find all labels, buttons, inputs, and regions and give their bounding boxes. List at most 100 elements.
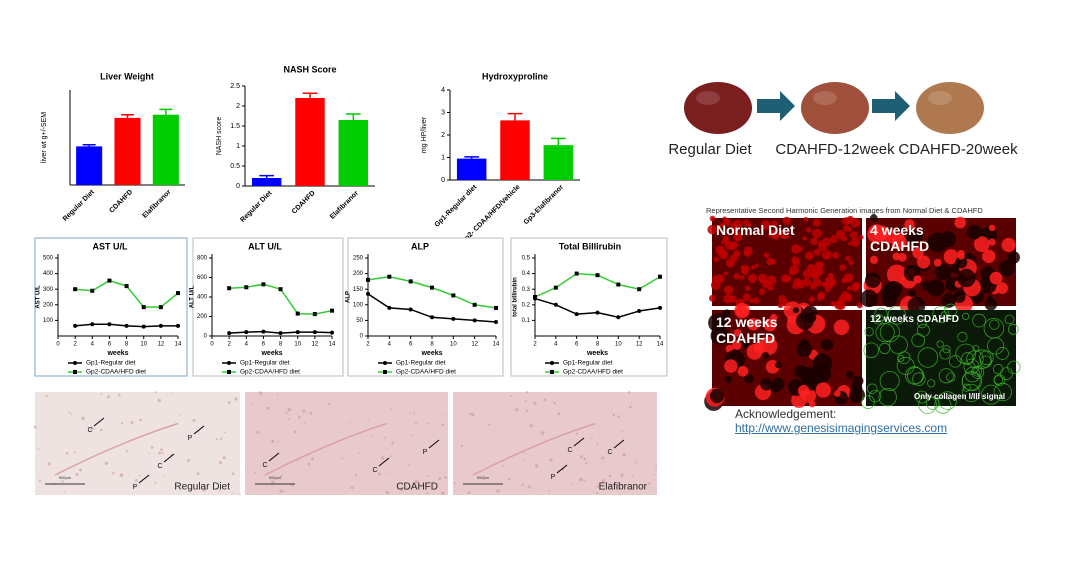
histology-texture <box>579 478 581 481</box>
histology-texture <box>630 402 633 404</box>
x-tick-label: 0 <box>56 342 60 348</box>
error-bar <box>345 113 361 120</box>
shg-texture <box>866 383 878 395</box>
histology-texture <box>634 461 637 464</box>
shg-texture <box>848 260 854 266</box>
x-tick-label: 12 <box>312 342 319 348</box>
x-tick-label: Elafibranor <box>141 189 172 220</box>
x-tick-label: 14 <box>329 342 336 348</box>
point <box>366 291 370 296</box>
shg-texture <box>723 294 733 304</box>
shg-texture <box>1007 324 1019 335</box>
chart-title: AST U/L <box>93 241 129 251</box>
shg-texture <box>707 224 717 235</box>
y-axis-label: total billirubin <box>513 277 519 317</box>
histology-texture <box>467 491 471 495</box>
histology-texture <box>368 420 370 422</box>
shg-texture <box>742 269 749 276</box>
histology-texture <box>533 401 537 405</box>
shg-texture <box>936 340 944 348</box>
histology-texture <box>529 424 533 428</box>
histology-texture <box>540 431 545 435</box>
shg-texture <box>741 310 748 317</box>
histology-texture <box>227 401 231 405</box>
histology-texture <box>112 471 115 475</box>
histology-marker: P <box>133 484 138 491</box>
histology-texture <box>125 450 129 453</box>
shg-texture <box>763 252 770 259</box>
shg-texture <box>821 250 832 260</box>
shg-texture <box>897 354 905 363</box>
shg-texture <box>719 222 725 228</box>
point <box>408 307 413 312</box>
histology-texture <box>454 482 456 484</box>
shg-texture <box>1001 237 1016 253</box>
pointer-arrow <box>613 439 625 449</box>
x-tick-label: 6 <box>575 342 579 348</box>
point <box>451 316 456 321</box>
histology-texture <box>371 435 374 437</box>
point <box>295 330 300 335</box>
histology-texture <box>247 470 249 472</box>
shg-texture <box>760 220 771 230</box>
shg-texture <box>771 220 778 227</box>
shg-texture <box>984 298 998 311</box>
shg-texture <box>779 229 790 240</box>
acknowledgement-link[interactable]: http://www.genesisimagingservices.com <box>735 421 948 435</box>
error-bar <box>159 108 173 115</box>
histology-texture <box>414 479 419 484</box>
shg-texture <box>806 227 812 233</box>
shg-texture <box>754 263 759 268</box>
shg-texture <box>917 318 927 329</box>
shg-texture <box>749 298 754 304</box>
shg-texture <box>724 359 738 373</box>
histology-texture <box>470 412 475 417</box>
shg-texture <box>981 384 1001 405</box>
shg-texture <box>972 366 983 377</box>
x-axis-label: weeks <box>586 350 608 357</box>
shg-texture <box>988 224 996 232</box>
point <box>73 287 78 292</box>
shg-texture <box>742 219 750 227</box>
histology-texture <box>171 393 173 395</box>
shg-texture <box>986 295 993 302</box>
point <box>244 285 249 290</box>
y-tick-label: 4 <box>441 87 445 94</box>
histology-texture <box>340 479 343 481</box>
liver-label: Regular Diet <box>668 141 752 158</box>
shg-texture <box>792 307 800 314</box>
histology-texture <box>583 457 587 461</box>
shg-texture <box>995 347 1009 360</box>
shg-texture <box>938 368 954 384</box>
bar <box>152 114 179 185</box>
y-tick-label: 0.2 <box>522 302 531 308</box>
arrow <box>872 91 910 121</box>
point <box>176 291 180 296</box>
liver-label: CDAHFD-20week <box>898 141 1018 158</box>
histology-texture <box>139 418 142 422</box>
histology-texture <box>596 443 599 446</box>
x-axis-label: weeks <box>420 350 442 357</box>
point <box>494 319 498 324</box>
point <box>616 282 621 287</box>
shg-texture <box>708 294 716 302</box>
chart-panel <box>510 237 668 377</box>
y-tick-label: 200 <box>353 271 364 277</box>
y-tick-label: 200 <box>43 302 54 308</box>
histology-texture <box>575 432 578 435</box>
histology-texture <box>427 422 430 425</box>
histology-texture <box>442 414 444 416</box>
shg-texture <box>879 370 900 391</box>
y-axis-label: AST U/L <box>36 285 42 309</box>
error-bar <box>259 174 275 178</box>
shg-texture <box>723 218 731 226</box>
y-tick-label: 100 <box>43 318 54 324</box>
shg-texture <box>841 217 851 226</box>
shg-texture <box>955 343 976 365</box>
x-tick-label: Regular Diet <box>239 189 274 224</box>
point <box>90 322 95 327</box>
shg-texture <box>813 248 821 256</box>
shg-texture <box>816 293 825 301</box>
x-tick-label: 6 <box>262 342 266 348</box>
y-tick-label: 2 <box>441 132 445 139</box>
